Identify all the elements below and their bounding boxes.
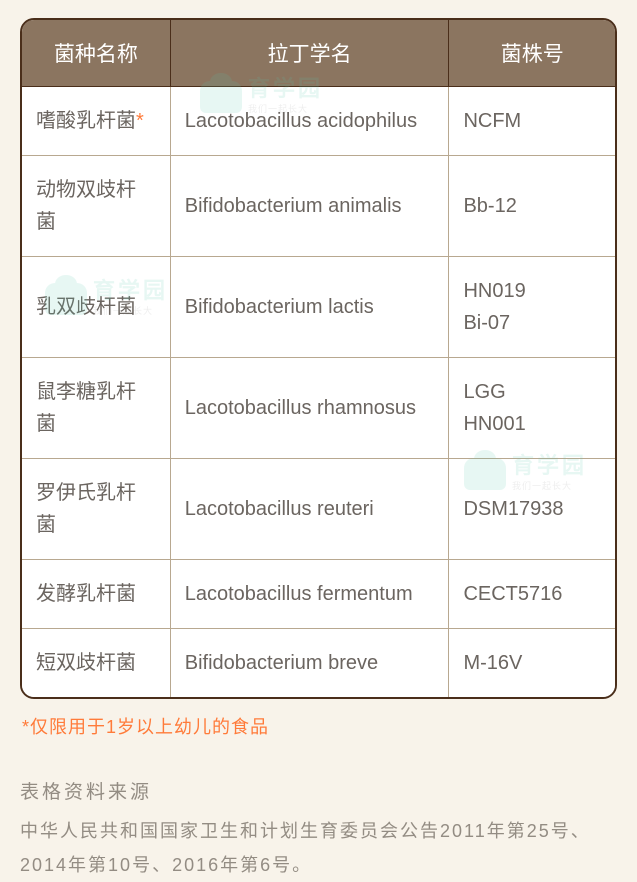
species-name-text: 嗜酸乳杆菌 <box>36 110 136 132</box>
cell-strain-number: HN019Bi-07 <box>449 257 615 358</box>
species-name-text: 动物双歧杆菌 <box>36 179 136 233</box>
species-name-text: 乳双歧杆菌 <box>36 296 136 318</box>
species-name-text: 鼠李糖乳杆菌 <box>36 381 136 435</box>
species-name-text: 发酵乳杆菌 <box>36 583 136 605</box>
asterisk-marker: * <box>136 110 144 132</box>
cell-species-name: 嗜酸乳杆菌* <box>22 87 170 156</box>
probiotics-table: 菌种名称 拉丁学名 菌株号 嗜酸乳杆菌*Lacotobacillus acido… <box>22 20 615 697</box>
cell-latin-name: Bifidobacterium lactis <box>170 257 449 358</box>
table-row: 乳双歧杆菌 Bifidobacterium lactisHN019Bi-07 <box>22 257 615 358</box>
cell-species-name: 乳双歧杆菌 <box>22 257 170 358</box>
cell-strain-number: LGGHN001 <box>449 358 615 459</box>
header-species-name: 菌种名称 <box>22 20 170 87</box>
table-row: 罗伊氏乳杆菌 Lacotobacillus reuteriDSM17938 <box>22 459 615 560</box>
cell-species-name: 罗伊氏乳杆菌 <box>22 459 170 560</box>
table-row: 动物双歧杆菌 Bifidobacterium animalisBb-12 <box>22 156 615 257</box>
source-text: 中华人民共和国国家卫生和计划生育委员会公告2011年第25号、2014年第10号… <box>20 814 617 882</box>
cell-species-name: 动物双歧杆菌 <box>22 156 170 257</box>
cell-strain-number: DSM17938 <box>449 459 615 560</box>
cell-species-name: 发酵乳杆菌 <box>22 560 170 629</box>
table-header-row: 菌种名称 拉丁学名 菌株号 <box>22 20 615 87</box>
cell-strain-number: CECT5716 <box>449 560 615 629</box>
cell-latin-name: Lacotobacillus reuteri <box>170 459 449 560</box>
cell-latin-name: Lacotobacillus acidophilus <box>170 87 449 156</box>
table-row: 鼠李糖乳杆菌 Lacotobacillus rhamnosusLGGHN001 <box>22 358 615 459</box>
table-row: 短双歧杆菌 Bifidobacterium breveM-16V <box>22 629 615 698</box>
cell-strain-number: M-16V <box>449 629 615 698</box>
source-heading: 表格资料来源 <box>20 777 617 804</box>
cell-strain-number: Bb-12 <box>449 156 615 257</box>
table-row: 发酵乳杆菌 Lacotobacillus fermentumCECT5716 <box>22 560 615 629</box>
header-strain-number: 菌株号 <box>449 20 615 87</box>
cell-latin-name: Lacotobacillus rhamnosus <box>170 358 449 459</box>
cell-latin-name: Lacotobacillus fermentum <box>170 560 449 629</box>
probiotics-table-container: 菌种名称 拉丁学名 菌株号 嗜酸乳杆菌*Lacotobacillus acido… <box>20 18 617 699</box>
footnote-age-restriction: *仅限用于1岁以上幼儿的食品 <box>22 713 617 739</box>
cell-latin-name: Bifidobacterium breve <box>170 629 449 698</box>
table-row: 嗜酸乳杆菌*Lacotobacillus acidophilusNCFM <box>22 87 615 156</box>
species-name-text: 短双歧杆菌 <box>36 652 136 674</box>
cell-species-name: 短双歧杆菌 <box>22 629 170 698</box>
cell-strain-number: NCFM <box>449 87 615 156</box>
cell-latin-name: Bifidobacterium animalis <box>170 156 449 257</box>
header-latin-name: 拉丁学名 <box>170 20 449 87</box>
cell-species-name: 鼠李糖乳杆菌 <box>22 358 170 459</box>
species-name-text: 罗伊氏乳杆菌 <box>36 482 136 536</box>
